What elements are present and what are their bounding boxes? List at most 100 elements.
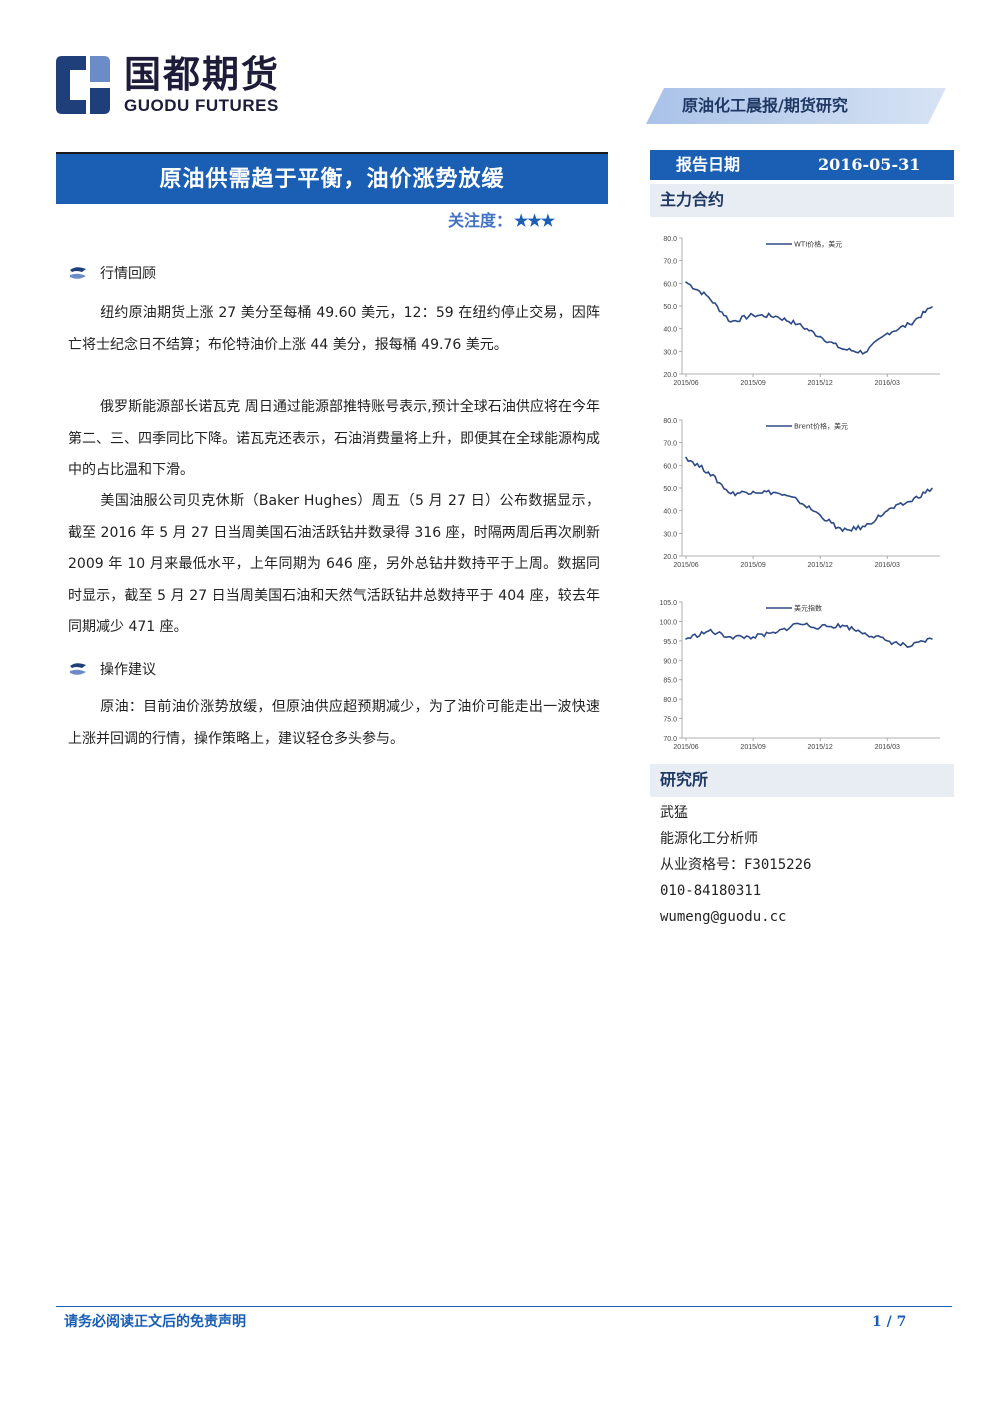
data-point — [707, 296, 710, 298]
x-tick-label: 2015/06 — [673, 380, 698, 387]
data-point — [841, 348, 844, 350]
section-bullet-icon — [70, 267, 86, 279]
contracts-heading-text: 主力合约 — [660, 190, 725, 209]
headline-bar: 原油供需趋于平衡，油价涨势放缓 — [56, 152, 608, 204]
x-tick-label: 2015/12 — [808, 744, 833, 751]
section-bullet-icon — [70, 663, 86, 675]
data-point — [908, 323, 911, 325]
page-number: 1 / 7 — [872, 1314, 907, 1330]
y-tick-label: 40.0 — [663, 509, 677, 516]
analyst-phone: 010-84180311 — [660, 883, 762, 899]
footer-disclaimer[interactable]: 请务必阅读正文后的免责声明 — [64, 1314, 246, 1330]
data-point — [729, 321, 732, 323]
y-tick-label: 30.0 — [663, 531, 677, 538]
data-point — [774, 315, 777, 317]
attention-rating: 关注度： ★★★ — [448, 210, 555, 232]
section-title-advice-text: 操作建议 — [100, 662, 156, 678]
report-type-banner: 原油化工晨报/期货研究 — [646, 88, 946, 124]
data-point — [819, 626, 821, 629]
report-date-bar: 报告日期 2016-05-31 — [650, 150, 954, 180]
data-point — [685, 456, 687, 459]
data-point — [729, 492, 732, 495]
data-point — [886, 640, 889, 642]
legend-label: Brent价格，美元 — [794, 422, 848, 431]
attention-label: 关注度： — [448, 211, 513, 230]
data-point — [685, 638, 687, 640]
y-tick-label: 80.0 — [663, 697, 677, 704]
analyst-info: 武猛 能源化工分析师 从业资格号：F3015226 010-84180311 w… — [660, 800, 811, 930]
attention-stars: ★★★ — [514, 211, 555, 230]
series-line — [685, 281, 933, 355]
advice-paragraph-1: 原油：目前油价涨势放缓，但原油供应超预期减少，为了油价可能走出一波快速上涨并回调… — [68, 692, 600, 755]
y-tick-label: 85.0 — [663, 678, 677, 685]
series-line — [685, 456, 933, 533]
y-tick-label: 90.0 — [663, 658, 677, 665]
x-tick-label: 2015/12 — [808, 380, 833, 387]
data-point — [819, 514, 821, 516]
section-title-advice: 操作建议 — [68, 660, 156, 680]
analyst-email[interactable]: wumeng@guodu.cc — [660, 909, 787, 925]
data-point — [797, 499, 799, 502]
x-tick-label: 2015/09 — [740, 380, 765, 387]
analyst-name: 武猛 — [660, 805, 688, 821]
logo-mark-icon — [56, 56, 110, 114]
analyst-license: 从业资格号：F3015226 — [660, 857, 812, 873]
data-point — [908, 500, 911, 503]
y-tick-label: 70.0 — [663, 441, 677, 448]
section-title-review: 行情回顾 — [68, 264, 156, 284]
data-point — [908, 645, 911, 648]
data-point — [819, 335, 821, 338]
data-point — [841, 530, 844, 532]
data-point — [931, 638, 933, 640]
data-point — [729, 636, 732, 638]
footer-divider — [56, 1306, 952, 1307]
paragraph-text: 美国油服公司贝克休斯（Baker Hughes）周五（5 月 27 日）公布数据… — [68, 493, 600, 635]
data-point — [797, 323, 799, 325]
data-point — [864, 525, 866, 528]
brand-name-cn: 国都期货 — [124, 53, 280, 96]
paragraph-text: 纽约原油期货上涨 27 美分至每桶 49.60 美元，12：59 在纽约停止交易… — [68, 305, 600, 353]
data-point — [886, 332, 889, 334]
y-tick-label: 50.0 — [663, 304, 677, 311]
data-point — [841, 624, 844, 627]
legend-label: 美元指数 — [794, 604, 822, 613]
paragraph-text: 原油：目前油价涨势放缓，但原油供应超预期减少，为了油价可能走出一波快速上涨并回调… — [68, 699, 600, 747]
y-tick-label: 40.0 — [663, 327, 677, 334]
x-tick-label: 2015/06 — [673, 744, 698, 751]
x-tick-label: 2015/09 — [740, 744, 765, 751]
x-tick-label: 2015/06 — [673, 562, 698, 569]
brent-price-chart: 20.0 30.0 40.0 50.0 60.0 70.0 80.0 2015/06 2015/… — [663, 418, 940, 569]
contracts-heading: 主力合约 — [650, 184, 954, 217]
series-line — [685, 622, 933, 648]
research-heading-text: 研究所 — [660, 770, 709, 789]
data-point — [864, 632, 866, 634]
research-heading: 研究所 — [650, 764, 954, 797]
data-point — [707, 471, 710, 473]
data-point — [864, 351, 866, 354]
review-paragraph-3: 美国油服公司贝克休斯（Baker Hughes）周五（5 月 27 日）公布数据… — [68, 486, 600, 644]
y-tick-label: 60.0 — [663, 463, 677, 470]
wti-chart: 20.0 30.0 40.0 50.0 60.0 70.0 80.0 2015/06 2015/… — [646, 230, 952, 390]
x-tick-label: 2015/12 — [808, 562, 833, 569]
y-tick-label: 75.0 — [663, 717, 677, 724]
dollar-index-chart: 70.0 75.0 80.0 85.0 90.0 95.0 100.0 105.0 2015/0… — [646, 594, 952, 754]
review-paragraph-1: 纽约原油期货上涨 27 美分至每桶 49.60 美元，12：59 在纽约停止交易… — [68, 298, 600, 361]
report-date-value: 2016-05-31 — [818, 155, 921, 174]
y-tick-label: 100.0 — [659, 619, 677, 626]
brand-name-en: GUODU FUTURES — [124, 96, 279, 115]
dollar-index-line-chart: 70.0 75.0 80.0 85.0 90.0 95.0 100.0 105.0 2015/0… — [659, 600, 940, 751]
y-tick-label: 95.0 — [663, 639, 677, 646]
company-logo: 国都期货 GUODU FUTURES — [52, 52, 292, 118]
paragraph-text: 俄罗斯能源部长诺瓦克 周日通过能源部推特账号表示,预计全球石油供应将在今年第二、… — [68, 399, 600, 478]
data-point — [752, 314, 754, 316]
x-tick-label: 2016/03 — [875, 744, 900, 751]
report-type: 原油化工晨报/期货研究 — [682, 96, 848, 115]
data-point — [931, 306, 933, 308]
y-tick-label: 60.0 — [663, 281, 677, 288]
data-point — [685, 281, 687, 283]
y-tick-label: 20.0 — [663, 372, 677, 379]
data-point — [931, 487, 933, 490]
y-tick-label: 70.0 — [663, 259, 677, 266]
y-tick-label: 105.0 — [659, 600, 677, 607]
x-tick-label: 2016/03 — [875, 562, 900, 569]
